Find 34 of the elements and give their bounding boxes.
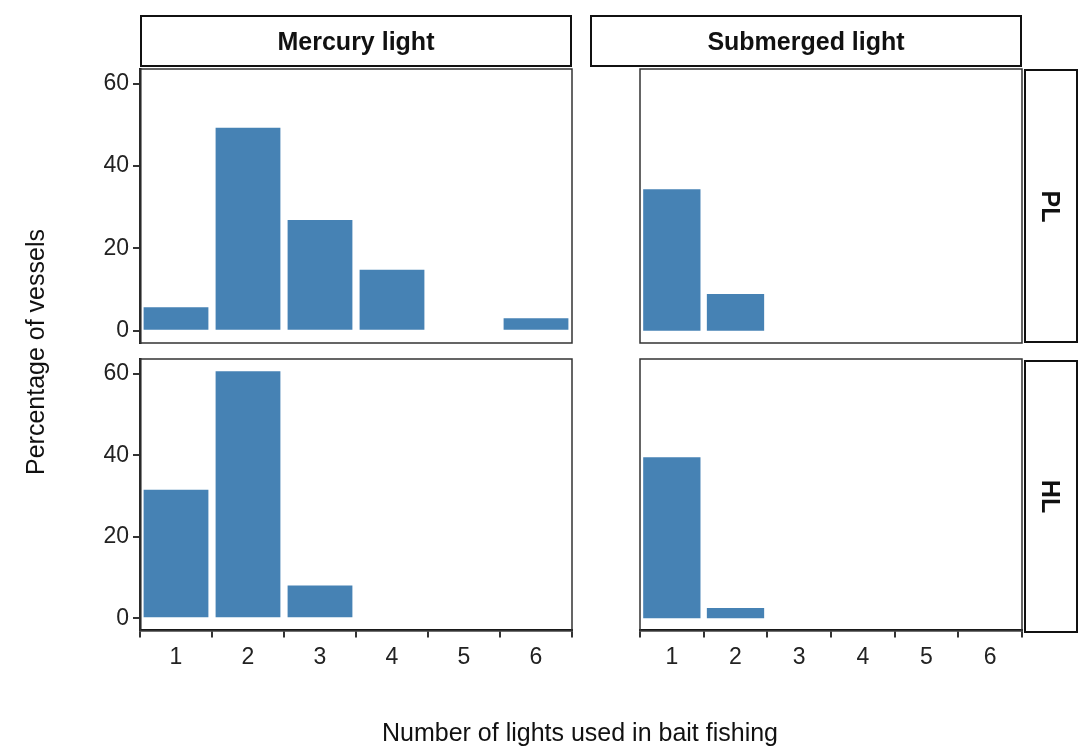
x-tick-label: 2 xyxy=(729,642,742,669)
y-tick-label: 40 xyxy=(103,151,129,178)
x-tick-label: 5 xyxy=(920,642,933,669)
x-axis-title: Number of lights used in bait fishing xyxy=(381,717,779,747)
x-tick-label: 3 xyxy=(792,642,806,669)
x-tick-label: 2 xyxy=(241,642,255,669)
bar xyxy=(143,307,209,330)
chart-title: Mercury light xyxy=(140,15,572,67)
bar xyxy=(215,371,281,618)
y-tick-label: 20 xyxy=(103,522,129,549)
x-tick-label: 6 xyxy=(983,642,997,669)
y-tick-label: 0 xyxy=(116,316,129,342)
bar xyxy=(215,127,281,330)
y2-axis-title: HL xyxy=(1036,479,1066,514)
bar xyxy=(359,269,425,330)
chart-title: Submerged light xyxy=(590,15,1022,67)
bar xyxy=(287,219,353,330)
x-tick-label: 4 xyxy=(856,642,870,669)
y-tick-label: 40 xyxy=(103,440,129,467)
bar xyxy=(287,585,353,618)
x-tick-label: 1 xyxy=(665,642,679,669)
x-tick-label: 6 xyxy=(529,642,543,669)
y-axis-title: Percentage of vessels xyxy=(20,229,50,475)
x-tick-label: 1 xyxy=(169,642,183,669)
y-tick-label: 60 xyxy=(103,359,129,386)
bar xyxy=(143,489,209,618)
x-tick-label: 5 xyxy=(457,642,471,669)
y-tick-label: 60 xyxy=(103,69,129,96)
x-tick-label: 3 xyxy=(313,642,327,669)
y-tick-label: 20 xyxy=(103,233,129,260)
y-tick-label: 0 xyxy=(116,603,129,630)
x-tick-label: 4 xyxy=(385,642,399,669)
bar xyxy=(503,318,569,330)
y2-axis-title: PL xyxy=(1036,190,1066,222)
